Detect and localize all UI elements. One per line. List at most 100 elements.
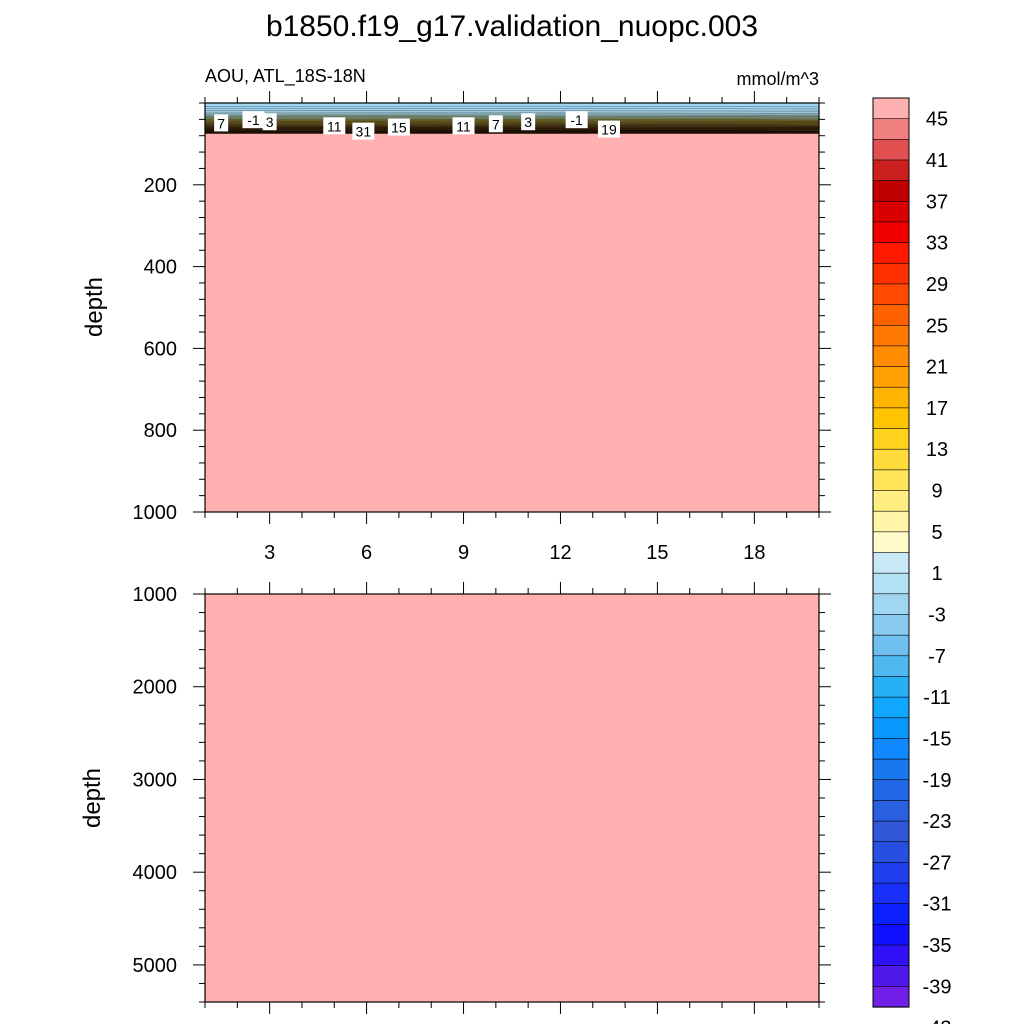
y-tick-label: 600 [144,338,177,360]
contour-layer [205,121,819,126]
colorbar-label: 21 [926,357,948,379]
colorbar-label: -39 [923,976,952,998]
colorbar-box [872,283,910,306]
colorbar-box [872,139,910,161]
colorbar-box [872,262,910,285]
x-tick-label: 12 [549,542,571,564]
x-tick-label: 15 [646,542,668,564]
colorbar-frame [872,97,910,1008]
colorbar-box [872,593,910,616]
colorbar-label: -19 [923,770,952,792]
colorbar-box [872,366,910,388]
upper-panel: AOU, ATL_18S-18N mmol/m^3 7 -1 3 11 31 15 11 7 3… [81,66,831,564]
contour-label: 31 [356,124,372,140]
colorbar-label: 9 [931,481,942,503]
contour-label-box [488,115,503,133]
contour-label-box [565,111,588,129]
colorbar-label: 29 [926,274,948,296]
contour-label-box [452,117,475,135]
contour-label-box [597,120,620,138]
colorbar-box [872,490,910,512]
colorbar-box [872,572,910,595]
colorbar-label: 37 [926,191,948,213]
colorbar-label: 5 [931,522,942,544]
colorbar-box [872,800,910,822]
lower-panel: 1000 2000 3000 4000 5000 depth [79,582,831,1014]
colorbar-box [872,159,910,182]
colorbar-box [872,304,910,326]
deep-fill [205,103,819,512]
lower-axes: 1000 2000 3000 4000 5000 [133,582,831,1014]
upper-axes: 200 400 600 800 1000 3 6 9 12 15 18 [133,91,831,564]
colorbar-box [872,965,910,987]
contour-layer [205,130,819,134]
colorbar-box [872,428,910,450]
plot-frame [204,102,820,513]
contour-label-box [323,117,346,135]
colorbar-box [872,986,910,1008]
colorbar-box [872,614,910,636]
contour-label-box [262,113,277,131]
contour-label: -1 [570,112,583,128]
colorbar-box [872,345,910,368]
colorbar-box [872,407,910,430]
contour-label: 11 [327,118,342,134]
colorbar-label: 13 [926,439,948,461]
colorbar-box [872,944,910,967]
colorbar-box [872,779,910,802]
colorbar-label: -35 [923,935,952,957]
colorbar-label: -15 [923,728,952,750]
colorbar-box [872,903,910,925]
contour-label-box [214,114,229,132]
colorbar-box [872,469,910,492]
contour-label: 3 [266,114,274,130]
y-tick-label: 400 [144,257,177,279]
colorbar-label: -3 [928,604,946,626]
y-tick-label: 3000 [133,769,178,791]
colorbar-box [872,552,910,574]
colorbar-label: -27 [923,852,952,874]
contour-label: 15 [391,120,407,136]
x-tick-label: 6 [361,542,372,564]
colorbar-box [872,841,910,863]
colorbar-box [872,634,910,657]
x-tick-label: 18 [743,542,765,564]
colorbar-box [872,531,910,554]
contour-label-box [387,118,410,136]
upper-left-title: AOU, ATL_18S-18N [205,66,366,87]
y-tick-label: 800 [144,420,177,442]
contour-layer [205,126,819,131]
colorbar-box [872,820,910,843]
y-tick-label: 200 [144,175,177,197]
lower-y-axis-label: depth [79,768,106,828]
colorbar-label: 25 [926,315,948,337]
colorbar-box [872,655,910,678]
contour-label: 3 [524,114,532,130]
colorbar-label: -7 [928,646,946,668]
contour-label: 11 [456,118,471,134]
y-tick-label: 5000 [133,955,178,977]
colorbar-box [872,97,910,120]
colorbar-label: 33 [926,233,948,255]
deep-fill [205,594,819,1002]
contour-label: -1 [247,112,260,128]
x-tick-label: 3 [264,542,275,564]
colorbar-box [872,717,910,740]
colorbar-box [872,118,910,140]
x-tick-label: 9 [458,542,469,564]
colorbar-box [872,924,910,946]
colorbar-box [872,200,910,223]
contour-label: 7 [217,115,225,131]
contour-label: 7 [492,116,500,132]
colorbar-box [872,180,910,202]
contour-labels: 7 -1 3 11 31 15 11 7 3 -1 19 [214,111,620,140]
colorbar-label: -11 [923,687,950,709]
y-tick-label: 4000 [133,862,178,884]
colorbar-label: 41 [926,150,948,172]
colorbar: 45 41 37 33 29 25 21 17 13 9 5 1 -3 -7 -11 -15 -19 -23 -27… [872,97,952,1029]
upper-y-axis-label: depth [81,277,108,337]
colorbar-label: -23 [923,811,952,833]
colorbar-label: 17 [926,398,948,420]
contour-label-box [521,113,536,131]
surface-band [205,103,819,111]
